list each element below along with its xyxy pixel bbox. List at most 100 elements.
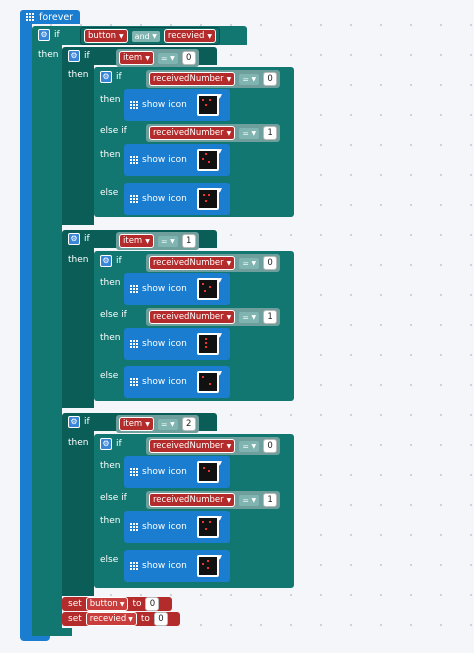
number-input[interactable]: 1 (263, 126, 278, 140)
if-item-2-rail (62, 431, 94, 596)
number-input[interactable]: 0 (153, 612, 168, 626)
item-eq-2-condition[interactable]: item ▼ = ▼ 2 (116, 415, 199, 433)
grid-icon (130, 523, 138, 531)
show-icon-block[interactable]: show icon ▼ (124, 366, 230, 398)
eq-operator[interactable]: = ▼ (239, 311, 260, 323)
eq-operator[interactable]: = ▼ (157, 418, 178, 430)
show-icon-block[interactable]: show icon ▼ (124, 511, 230, 543)
show-icon-block[interactable]: show icon ▼ (124, 550, 230, 582)
and-condition[interactable]: button ▼ and ▼ recevied ▼ (80, 27, 220, 45)
receivedNumber-variable[interactable]: receivedNumber ▼ (149, 72, 236, 86)
outer-then-label: then (38, 50, 59, 60)
recevied-variable[interactable]: recevied ▼ (163, 29, 216, 43)
show-icon-block[interactable]: show icon ▼ (124, 273, 230, 305)
set-button-block[interactable]: set button ▼ to 0 (62, 597, 172, 611)
receivedNumber-eq-0[interactable]: receivedNumber ▼ = ▼ 0 (146, 437, 281, 455)
gear-icon[interactable]: ⚙ (68, 416, 80, 428)
number-input[interactable]: 0 (263, 72, 278, 86)
show-icon-label: show icon (142, 467, 187, 477)
item-variable[interactable]: item ▼ (119, 51, 154, 65)
gear-icon[interactable]: ⚙ (68, 233, 80, 245)
led-pattern-icon[interactable] (196, 555, 219, 577)
show-icon-block[interactable]: show icon ▼ (124, 183, 230, 215)
grid-icon (130, 195, 138, 203)
show-icon-label: show icon (142, 194, 187, 204)
number-input[interactable]: 0 (145, 597, 160, 611)
eq-operator[interactable]: = ▼ (157, 235, 178, 247)
grid-icon (130, 285, 138, 293)
receivedNumber-variable[interactable]: receivedNumber ▼ (149, 493, 236, 507)
receivedNumber-variable[interactable]: receivedNumber ▼ (149, 126, 236, 140)
show-icon-block[interactable]: show icon ▼ (124, 328, 230, 360)
number-input[interactable]: 1 (181, 234, 196, 248)
receivedNumber-eq-1[interactable]: receivedNumber ▼ = ▼ 1 (146, 124, 281, 142)
forever-label: forever (39, 11, 74, 23)
led-pattern-icon[interactable] (196, 188, 219, 210)
led-pattern-icon[interactable] (196, 94, 219, 116)
item-variable[interactable]: item ▼ (119, 234, 154, 248)
show-icon-label: show icon (142, 522, 187, 532)
eq-operator[interactable]: = ▼ (239, 257, 260, 269)
gear-icon[interactable]: ⚙ (100, 255, 112, 267)
gear-icon[interactable]: ⚙ (68, 50, 80, 62)
button-variable[interactable]: button ▼ (84, 29, 128, 43)
show-icon-label: show icon (142, 561, 187, 571)
grid-icon (130, 156, 138, 164)
number-input[interactable]: 1 (263, 310, 278, 324)
receivedNumber-eq-0[interactable]: receivedNumber ▼ = ▼ 0 (146, 70, 281, 88)
gear-icon[interactable]: ⚙ (100, 438, 112, 450)
eq-operator[interactable]: = ▼ (239, 494, 260, 506)
number-input[interactable]: 2 (181, 417, 196, 431)
show-icon-label: show icon (142, 100, 187, 110)
number-input[interactable]: 0 (263, 256, 278, 270)
grid-icon (130, 340, 138, 348)
chevron-down-icon: ▼ (217, 460, 222, 467)
and-operator[interactable]: and ▼ (131, 30, 160, 42)
eq-operator[interactable]: = ▼ (239, 127, 260, 139)
grid-icon (130, 562, 138, 570)
item-variable[interactable]: item ▼ (119, 417, 154, 431)
receivedNumber-eq-1[interactable]: receivedNumber ▼ = ▼ 1 (146, 491, 281, 509)
receivedNumber-variable[interactable]: receivedNumber ▼ (149, 256, 236, 270)
receivedNumber-eq-1[interactable]: receivedNumber ▼ = ▼ 1 (146, 308, 281, 326)
chevron-down-icon: ▼ (217, 187, 222, 194)
if-item-0-rail (62, 65, 94, 225)
receivedNumber-variable[interactable]: receivedNumber ▼ (149, 439, 236, 453)
then-label: then (68, 70, 89, 80)
item-eq-0-condition[interactable]: item ▼ = ▼ 0 (116, 49, 199, 67)
if-item-1-rail (62, 248, 94, 408)
chevron-down-icon: ▼ (119, 32, 124, 40)
led-pattern-icon[interactable] (196, 333, 219, 355)
number-input[interactable]: 1 (263, 493, 278, 507)
receivedNumber-variable[interactable]: receivedNumber ▼ (149, 310, 236, 324)
led-pattern-icon[interactable] (196, 149, 219, 171)
receivedNumber-eq-0[interactable]: receivedNumber ▼ = ▼ 0 (146, 254, 281, 272)
number-input[interactable]: 0 (181, 51, 196, 65)
number-input[interactable]: 0 (263, 439, 278, 453)
grid-icon (130, 378, 138, 386)
else-label: else (100, 555, 119, 565)
led-pattern-icon[interactable] (196, 371, 219, 393)
recevied-variable[interactable]: recevied ▼ (85, 612, 137, 626)
item-eq-1-condition[interactable]: item ▼ = ▼ 1 (116, 232, 199, 250)
show-icon-block[interactable]: show icon ▼ (124, 456, 230, 488)
else-if-label: else if (100, 310, 127, 320)
gear-icon[interactable]: ⚙ (100, 71, 112, 83)
else-label: else (100, 371, 119, 381)
gear-icon[interactable]: ⚙ (38, 29, 50, 41)
eq-operator[interactable]: = ▼ (239, 73, 260, 85)
forever-block-header[interactable]: forever (20, 10, 80, 24)
eq-operator[interactable]: = ▼ (157, 52, 178, 64)
else-if-label: else if (100, 493, 127, 503)
button-variable[interactable]: button ▼ (85, 597, 129, 611)
outer-if-footer (32, 628, 72, 636)
eq-operator[interactable]: = ▼ (239, 440, 260, 452)
set-recevied-block[interactable]: set recevied ▼ to 0 (62, 612, 180, 626)
then-label: then (100, 461, 121, 471)
led-pattern-icon[interactable] (196, 278, 219, 300)
led-pattern-icon[interactable] (196, 516, 219, 538)
else-label: else (100, 188, 119, 198)
show-icon-block[interactable]: show icon ▼ (124, 144, 230, 176)
show-icon-block[interactable]: show icon ▼ (124, 89, 230, 121)
led-pattern-icon[interactable] (196, 461, 219, 483)
